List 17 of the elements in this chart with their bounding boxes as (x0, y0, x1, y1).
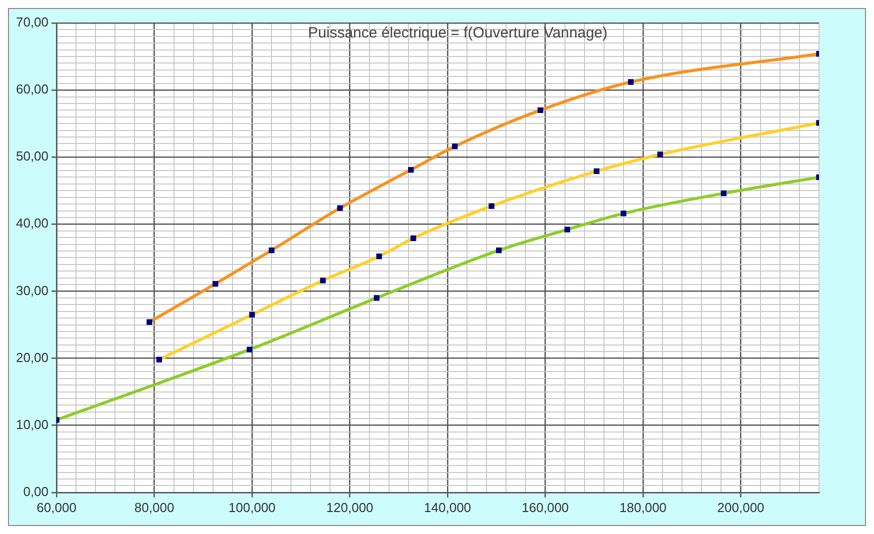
x-tick-label: 180,000 (620, 500, 667, 515)
y-tick-label: 10,00 (16, 416, 49, 432)
x-tick-label: 160,000 (522, 500, 569, 515)
chart-title: Puissance électrique = f(Ouverture Vannage) (308, 24, 608, 42)
y-tick-label: 60,00 (16, 82, 49, 97)
x-tick-label: 120,000 (326, 500, 374, 515)
x-tick-label: 200,000 (717, 500, 764, 515)
x-tick-label: 60,000 (36, 500, 76, 515)
y-tick-label: 70,00 (16, 14, 49, 30)
x-tick-label: 80,000 (134, 500, 174, 515)
x-tick-label: 140,000 (424, 500, 472, 515)
y-tick-label: 20,00 (16, 350, 49, 365)
y-tick-label: 30,00 (16, 282, 49, 298)
y-tick-label: 40,00 (16, 216, 49, 231)
x-tick-label: 100,000 (228, 500, 276, 515)
y-tick-label: 0,00 (23, 484, 49, 499)
y-tick-label: 50,00 (16, 148, 49, 164)
